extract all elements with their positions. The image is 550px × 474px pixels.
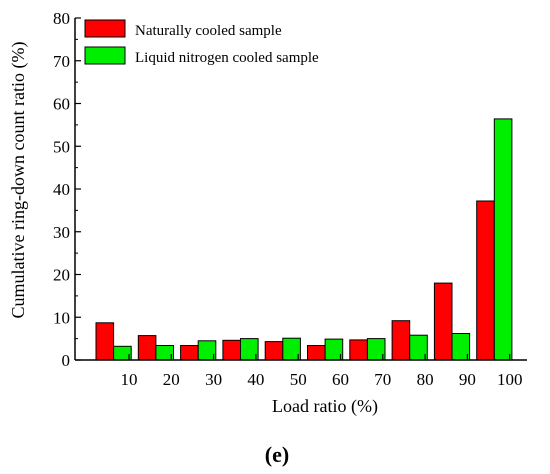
bars-group: [95, 118, 513, 361]
legend-swatch-nitrogen: [84, 46, 126, 65]
y-tick-label: 30: [53, 223, 70, 242]
x-tick-label: 10: [121, 370, 138, 389]
bar-natural-30: [180, 345, 199, 361]
bar-natural-100: [476, 200, 495, 361]
legend-swatch-natural: [84, 19, 126, 38]
x-tick-label: 70: [374, 370, 391, 389]
x-tick-label: 30: [205, 370, 222, 389]
bar-natural-40: [222, 339, 241, 361]
y-tick-label: 10: [53, 308, 70, 327]
y-tick-label: 60: [53, 95, 70, 114]
legend-label-nitrogen: Liquid nitrogen cooled sample: [135, 50, 319, 66]
x-tick-label: 50: [290, 370, 307, 389]
x-tick-label: 100: [497, 370, 523, 389]
bar-natural-60: [307, 345, 326, 361]
x-tick-label: 40: [247, 370, 264, 389]
bar-nitrogen-100: [493, 118, 513, 361]
x-axis-label: Load ratio (%): [272, 396, 378, 417]
y-axis-label: Cumulative ring-down count ratio (%): [8, 42, 29, 319]
bar-natural-70: [349, 339, 368, 361]
x-tick-label: 80: [417, 370, 434, 389]
y-tick-label: 80: [53, 9, 70, 28]
y-tick-label: 20: [53, 266, 70, 285]
y-tick-label: 70: [53, 52, 70, 71]
x-tick-label: 60: [332, 370, 349, 389]
bar-natural-80: [391, 320, 411, 361]
bar-natural-50: [264, 341, 284, 361]
bar-natural-10: [95, 322, 115, 361]
y-tick-label: 50: [53, 137, 70, 156]
legend: Naturally cooled sample Liquid nitrogen c…: [84, 19, 319, 66]
axes-group: 0 10 20 30 40 50 60 70 80 10 20 30 40 50 60 70 80 90 100: [53, 9, 527, 389]
y-tick-label: 0: [62, 351, 71, 370]
bar-natural-20: [137, 335, 157, 361]
x-tick-label: 20: [163, 370, 180, 389]
legend-label-natural: Naturally cooled sample: [135, 23, 282, 39]
figure-caption: (e): [265, 442, 289, 467]
bar-natural-90: [433, 282, 453, 361]
y-tick-label: 40: [53, 180, 70, 199]
x-tick-label: 90: [459, 370, 476, 389]
